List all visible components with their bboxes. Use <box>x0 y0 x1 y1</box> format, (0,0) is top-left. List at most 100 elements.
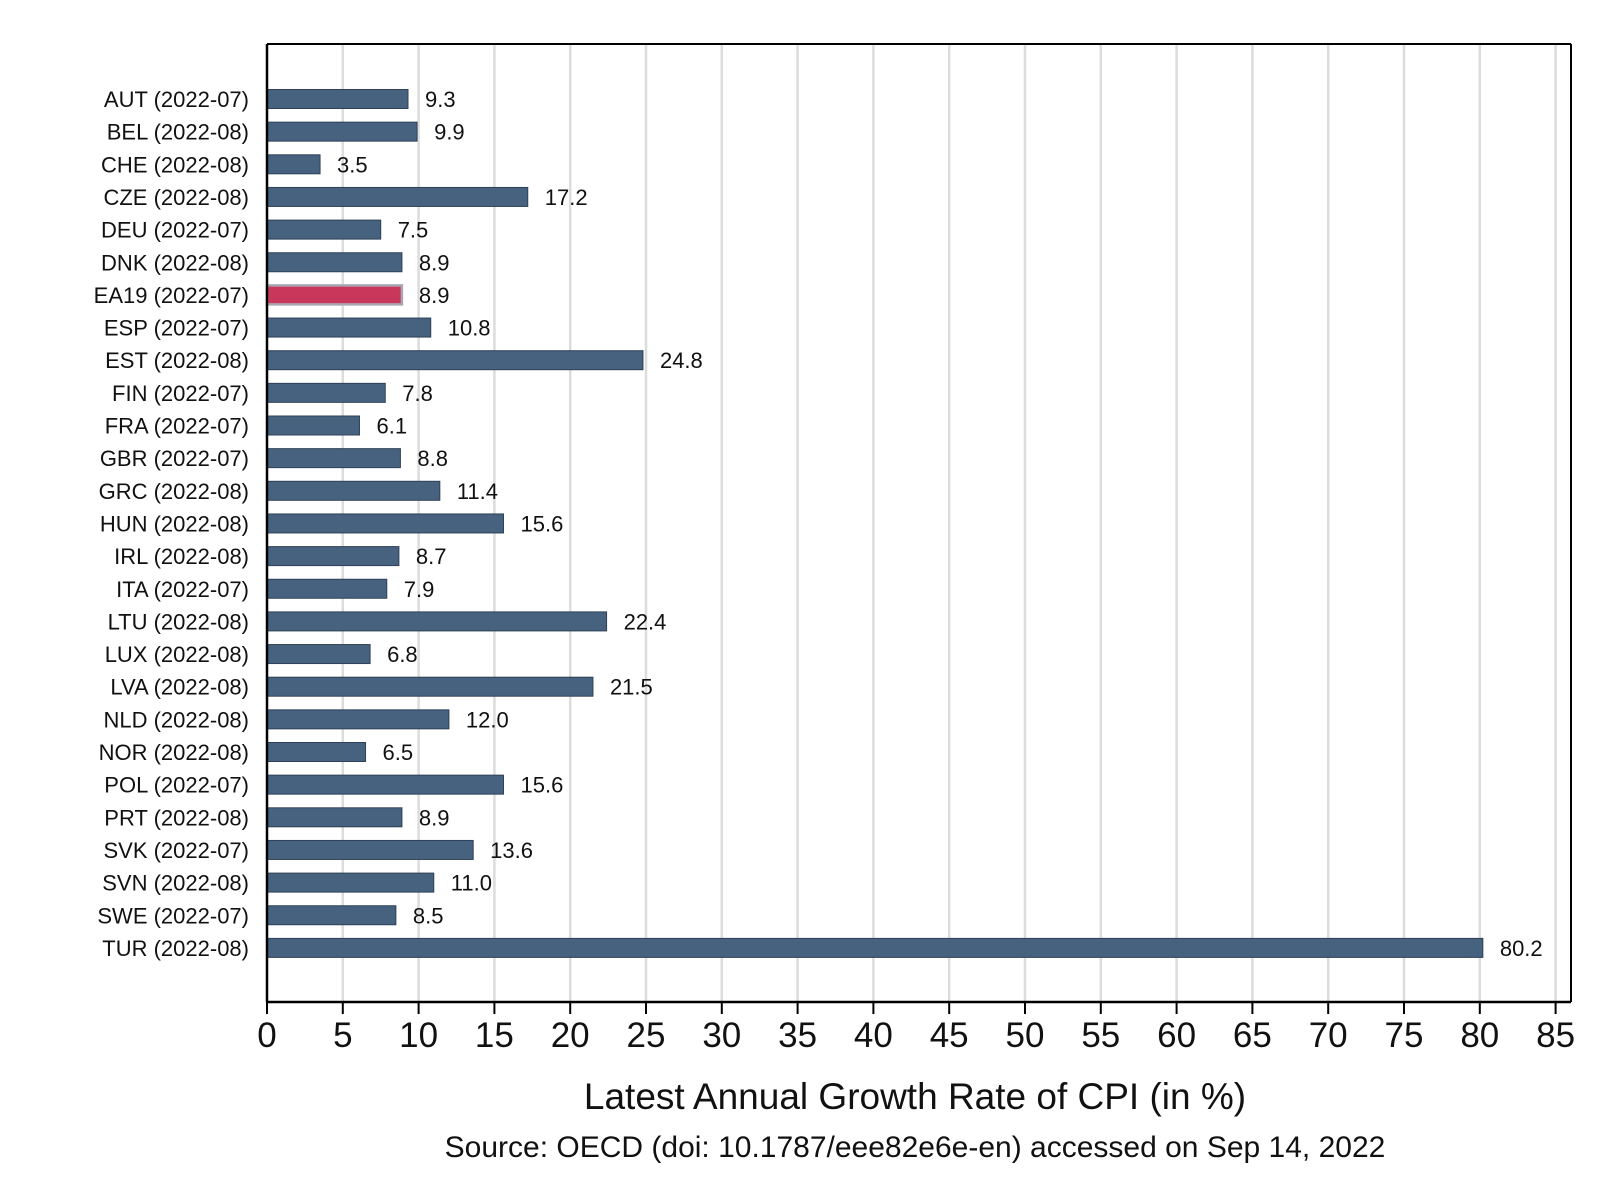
value-label-19: 12.0 <box>466 707 509 732</box>
value-label-13: 15.6 <box>520 511 563 536</box>
value-label-20: 6.5 <box>383 740 414 765</box>
category-label-9: FIN (2022-07) <box>112 381 249 406</box>
tick-label-60: 60 <box>1157 1016 1196 1055</box>
category-label-24: SVN (2022-08) <box>102 871 249 896</box>
gridlines <box>341 44 1557 1002</box>
tick-label-15: 15 <box>475 1016 514 1055</box>
bar-15 <box>266 578 388 599</box>
bar-16 <box>266 611 608 632</box>
bar-7 <box>266 317 432 338</box>
bar-9 <box>266 382 386 403</box>
value-label-6: 8.9 <box>419 283 450 308</box>
value-label-7: 10.8 <box>448 316 491 341</box>
value-label-5: 8.9 <box>419 250 450 275</box>
value-label-12: 11.4 <box>457 479 498 504</box>
value-label-21: 15.6 <box>520 773 563 798</box>
tick-label-30: 30 <box>702 1016 741 1055</box>
value-label-16: 22.4 <box>624 609 667 634</box>
tick-label-5: 5 <box>333 1016 352 1055</box>
bar-24 <box>266 872 435 893</box>
category-labels: AUT (2022-07) BEL (2022-08) CHE (2022-08) C… <box>94 87 249 961</box>
bar-5 <box>266 252 403 273</box>
data-labels: 9.3 9.9 3.5 17.2 7.5 8.9 8.9 10.8 24.8 7.8 6.1 8.8 1… <box>337 87 1543 961</box>
value-label-11: 8.8 <box>417 446 448 471</box>
bar-6 <box>265 284 404 306</box>
bar-14 <box>266 546 400 567</box>
category-label-8: EST (2022-08) <box>105 348 249 373</box>
bar-22 <box>266 807 403 828</box>
bar-8 <box>266 350 644 371</box>
bar-4 <box>266 219 382 240</box>
value-label-3: 17.2 <box>545 185 588 210</box>
bar-11 <box>266 448 401 469</box>
bar-13 <box>266 513 504 534</box>
bar-19 <box>266 709 450 730</box>
category-label-0: AUT (2022-07) <box>104 87 249 112</box>
value-label-22: 8.9 <box>419 805 450 830</box>
tick-label-45: 45 <box>930 1016 969 1055</box>
bar-20 <box>266 742 367 762</box>
category-label-21: POL (2022-07) <box>104 773 249 798</box>
category-label-15: ITA (2022-07) <box>116 577 249 602</box>
tick-label-75: 75 <box>1385 1016 1424 1055</box>
tick-label-50: 50 <box>1006 1016 1045 1055</box>
category-label-23: SVK (2022-07) <box>103 838 249 863</box>
category-label-10: FRA (2022-07) <box>105 414 249 439</box>
value-label-10: 6.1 <box>376 414 407 439</box>
category-label-17: LUX (2022-08) <box>105 642 249 667</box>
category-label-19: NLD (2022-08) <box>103 707 249 732</box>
bar-23 <box>266 839 474 860</box>
category-label-12: GRC (2022-08) <box>99 479 249 504</box>
bar-0 <box>266 89 409 109</box>
category-label-4: DEU (2022-07) <box>101 218 249 243</box>
bar-21 <box>266 774 504 795</box>
value-label-24: 11.0 <box>451 871 492 896</box>
category-label-7: ESP (2022-07) <box>104 316 249 341</box>
value-label-1: 9.9 <box>434 120 465 145</box>
tick-label-55: 55 <box>1081 1016 1120 1055</box>
category-label-3: CZE (2022-08) <box>103 185 249 210</box>
bar-26 <box>266 937 1484 958</box>
value-label-25: 8.5 <box>413 903 444 928</box>
value-label-9: 7.8 <box>402 381 433 406</box>
value-label-17: 6.8 <box>387 642 418 667</box>
tick-label-0: 0 <box>257 1016 276 1055</box>
tick-label-65: 65 <box>1233 1016 1272 1055</box>
value-label-26: 80.2 <box>1500 936 1543 961</box>
tick-label-35: 35 <box>778 1016 817 1055</box>
value-label-2: 3.5 <box>337 152 368 177</box>
value-label-4: 7.5 <box>398 218 429 243</box>
category-label-5: DNK (2022-08) <box>101 250 249 275</box>
category-label-11: GBR (2022-07) <box>100 446 249 471</box>
bar-17 <box>266 644 371 665</box>
category-label-6: EA19 (2022-07) <box>94 283 249 308</box>
category-label-20: NOR (2022-08) <box>99 740 249 765</box>
value-label-0: 9.3 <box>425 87 456 112</box>
bar-1 <box>266 121 418 142</box>
bar-10 <box>266 415 360 436</box>
category-label-2: CHE (2022-08) <box>101 152 249 177</box>
source-note: Source: OECD (doi: 10.1787/eee82e6e-en) … <box>445 1131 1386 1164</box>
category-label-16: LTU (2022-08) <box>108 609 249 634</box>
category-label-22: PRT (2022-08) <box>104 805 249 830</box>
category-label-26: TUR (2022-08) <box>102 936 249 961</box>
tick-label-40: 40 <box>854 1016 893 1055</box>
tick-label-20: 20 <box>551 1016 590 1055</box>
value-label-8: 24.8 <box>660 348 703 373</box>
category-label-1: BEL (2022-08) <box>107 120 249 145</box>
x-axis-ticks: 0 5 10 15 20 25 30 35 40 45 50 55 60 65 70 75 80 85 <box>257 1002 1575 1055</box>
bar-3 <box>266 186 529 207</box>
value-label-18: 21.5 <box>610 675 653 700</box>
tick-label-85: 85 <box>1536 1016 1575 1055</box>
category-label-18: LVA (2022-08) <box>110 675 249 700</box>
value-label-14: 8.7 <box>416 544 447 569</box>
category-label-25: SWE (2022-07) <box>97 903 249 928</box>
bar-2 <box>266 154 321 175</box>
bars <box>265 89 1484 958</box>
category-label-14: IRL (2022-08) <box>114 544 249 569</box>
value-label-23: 13.6 <box>490 838 533 863</box>
x-axis-title: Latest Annual Growth Rate of CPI (in %) <box>584 1076 1246 1117</box>
tick-label-10: 10 <box>399 1016 438 1055</box>
bar-25 <box>266 905 397 926</box>
